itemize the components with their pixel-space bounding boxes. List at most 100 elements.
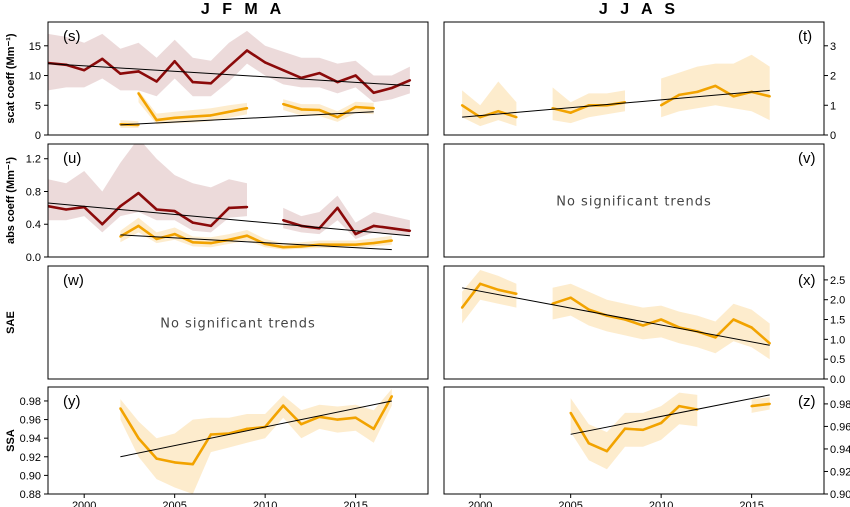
series-line xyxy=(119,224,392,249)
data-point xyxy=(282,245,285,249)
data-point xyxy=(209,82,213,85)
plot-area xyxy=(119,388,394,494)
data-point xyxy=(336,418,339,421)
data-point xyxy=(478,115,482,119)
data-point xyxy=(497,110,500,113)
data-point xyxy=(191,241,194,244)
data-point xyxy=(245,234,249,237)
panel-label: (v) xyxy=(798,150,816,167)
data-point xyxy=(282,68,285,72)
panel-u: 0.0 0.4 0.8 1.2 (u) abs coeff (Mm⁻¹) xyxy=(5,143,429,264)
data-point xyxy=(372,427,375,431)
trend-line xyxy=(462,287,770,346)
data-point xyxy=(263,242,267,246)
data-point xyxy=(569,296,572,299)
uncertainty-band xyxy=(120,388,392,494)
y-tick-label: 2.5 xyxy=(830,275,845,287)
panel-w: (w) SAE No significant trends xyxy=(5,265,429,380)
uncertainty-band xyxy=(552,283,770,360)
data-point xyxy=(82,68,86,72)
panel-frame xyxy=(47,21,429,136)
data-point xyxy=(354,243,357,246)
y-tick-label: 0.92 xyxy=(20,452,41,464)
data-point xyxy=(64,208,68,211)
data-point xyxy=(191,80,194,84)
y-tick-label: 0.5 xyxy=(830,354,845,366)
data-point xyxy=(478,282,482,286)
data-point xyxy=(515,292,518,295)
data-point xyxy=(191,463,194,466)
data-point xyxy=(569,411,572,415)
y-tick-label: 0.90 xyxy=(830,489,850,501)
data-point xyxy=(137,436,140,440)
x-tick-label: 2000 xyxy=(72,500,96,507)
data-point xyxy=(101,57,104,61)
data-point xyxy=(623,318,627,321)
plot-area xyxy=(48,144,412,251)
series-line xyxy=(569,404,698,453)
data-point xyxy=(227,65,231,68)
y-tick-label: 2 xyxy=(830,71,836,83)
uncertainty-band xyxy=(661,54,770,121)
data-point xyxy=(659,318,663,321)
data-point xyxy=(641,428,645,431)
data-point xyxy=(300,108,303,111)
data-point xyxy=(515,115,518,119)
data-point xyxy=(155,457,158,460)
panel-frame xyxy=(443,143,825,258)
panel-label: (x) xyxy=(798,272,816,289)
trend-line xyxy=(48,202,410,237)
data-point xyxy=(155,80,158,83)
data-point xyxy=(173,461,176,464)
panel-label: (z) xyxy=(798,393,816,410)
data-point xyxy=(354,105,357,109)
y-tick-label: 2.0 xyxy=(830,295,845,307)
data-point xyxy=(768,342,771,345)
y-tick-label: 0.0 xyxy=(26,252,41,264)
data-point xyxy=(191,115,194,118)
y-tick-label: 1.5 xyxy=(830,315,845,327)
data-point xyxy=(714,84,717,88)
y-tick-label: 1.2 xyxy=(26,154,41,166)
y-tick-label: 0.4 xyxy=(26,219,41,231)
data-point xyxy=(191,221,194,224)
data-point xyxy=(300,245,303,248)
data-point xyxy=(659,104,663,107)
data-point xyxy=(569,111,572,114)
uncertainty-band xyxy=(283,195,410,239)
y-axis-label: SAE xyxy=(5,311,17,334)
data-point xyxy=(173,232,176,236)
data-point xyxy=(173,116,176,119)
data-point xyxy=(282,102,285,106)
panel-frame xyxy=(47,143,429,258)
trend-line xyxy=(48,63,410,87)
data-point xyxy=(119,72,122,75)
data-point xyxy=(623,427,627,430)
series-line xyxy=(119,395,393,466)
data-point xyxy=(155,208,158,211)
data-point xyxy=(641,324,645,327)
data-point xyxy=(245,427,249,431)
data-point xyxy=(768,95,771,98)
data-point xyxy=(750,326,753,329)
plot-area xyxy=(569,392,771,470)
y-tick-label: 0.96 xyxy=(830,421,850,433)
y-tick-label: 0.90 xyxy=(20,470,41,482)
y-axis-label: SSA xyxy=(5,429,17,452)
panel-y: 0.88 0.90 0.92 0.94 0.96 0.98 2000 2005 2010 2015… xyxy=(5,386,429,507)
no-trend-note: No significant trends xyxy=(160,317,316,332)
panel-s: 0 5 10 15 (s) scat coeff (Mm⁻¹) xyxy=(5,21,429,142)
data-point xyxy=(732,95,735,98)
plot-area xyxy=(460,270,771,360)
data-point xyxy=(460,104,464,107)
data-point xyxy=(137,191,140,195)
y-tick-label: 0.94 xyxy=(830,444,850,456)
data-point xyxy=(137,92,140,95)
data-point xyxy=(227,110,231,114)
no-trend-note: No significant trends xyxy=(556,195,712,210)
data-point xyxy=(245,205,249,209)
y-tick-label: 0.0 xyxy=(830,374,845,386)
panel-v: (v) No significant trends xyxy=(443,143,825,258)
trend-line xyxy=(570,394,770,435)
